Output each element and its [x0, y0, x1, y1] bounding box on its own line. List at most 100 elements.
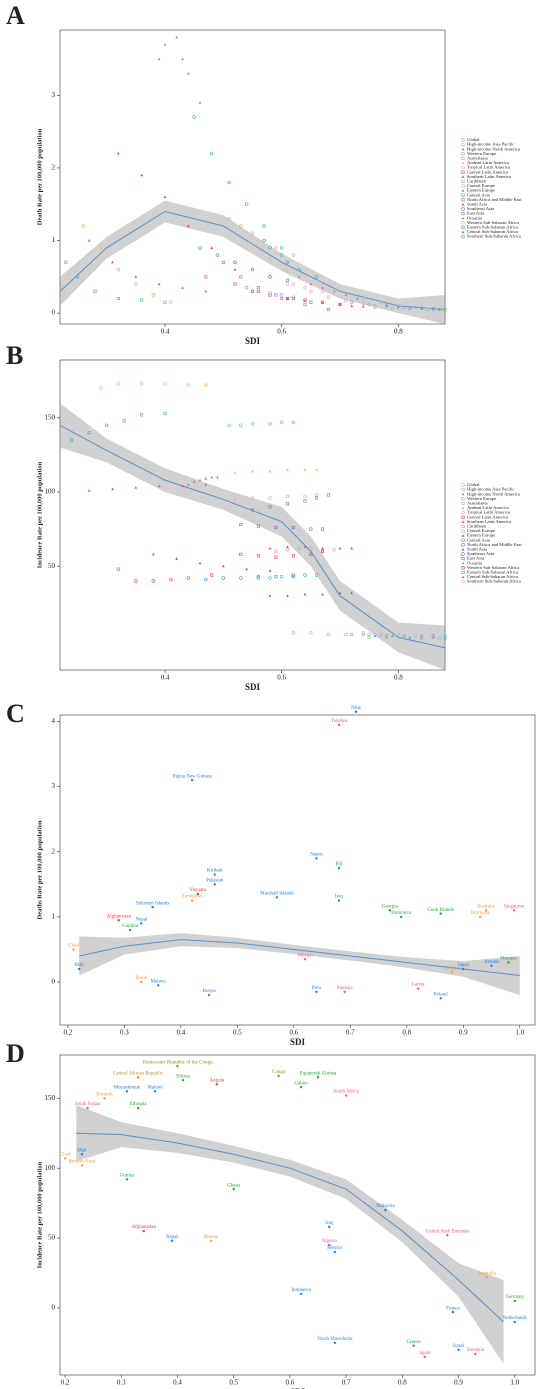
point — [279, 253, 284, 257]
legend-label: East Asia — [467, 211, 484, 216]
legend-label: Western Sub-Saharan Africa — [467, 565, 519, 570]
y-tick-label: 50 — [48, 562, 56, 570]
point — [320, 289, 325, 294]
point-label: Ireland — [484, 960, 499, 965]
point — [192, 115, 196, 119]
point-label: Papua New Guinea — [173, 774, 212, 779]
point — [80, 1153, 84, 1156]
point — [315, 857, 318, 860]
legend-key — [461, 543, 465, 547]
point — [103, 1097, 106, 1100]
legend-label: Eastern Sub-Saharan Africa — [467, 224, 518, 229]
legend-key — [461, 202, 465, 206]
point-label: Japan — [458, 963, 470, 968]
x-tick-label: 0.6 — [289, 1029, 298, 1037]
point — [350, 591, 354, 594]
point-label: United Arab Emirates — [426, 1229, 470, 1234]
point-label: Gambia — [122, 924, 139, 929]
y-tick-label: 150 — [45, 1094, 56, 1102]
point — [326, 632, 330, 636]
legend-key — [461, 497, 465, 501]
point — [204, 577, 208, 582]
point — [321, 286, 324, 289]
point — [262, 224, 266, 228]
point — [320, 549, 324, 553]
point-label: Indonesia — [291, 1288, 311, 1293]
point — [274, 549, 278, 554]
legend-key — [461, 175, 465, 178]
point — [439, 912, 442, 915]
point — [332, 548, 336, 552]
point — [256, 286, 260, 290]
point — [338, 286, 342, 289]
point-label: Equatorial Guinea — [300, 1071, 337, 1076]
point — [423, 1355, 427, 1359]
point — [125, 1178, 129, 1181]
legend-key — [461, 152, 465, 156]
confidence-band — [79, 933, 520, 996]
point — [99, 386, 103, 390]
point — [140, 980, 143, 984]
point — [343, 990, 346, 993]
point — [122, 419, 126, 423]
y-tick-label: 0 — [52, 978, 56, 986]
point — [402, 635, 406, 639]
x-axis-title: SDI — [245, 682, 261, 692]
point-label: Burundi — [96, 1092, 113, 1097]
panel-label: D — [6, 1039, 25, 1068]
point-label: Marshall Islands — [260, 891, 293, 896]
point — [216, 475, 219, 479]
point — [326, 307, 330, 311]
point — [299, 1085, 303, 1089]
legend-label: High-income North America — [467, 491, 520, 496]
point — [320, 527, 324, 531]
point-label: Nepal — [135, 918, 148, 923]
point — [209, 151, 214, 156]
point — [64, 260, 68, 264]
y-tick-label: 150 — [45, 413, 56, 421]
y-axis-title: Incidence Rate per 100,000 population — [36, 461, 43, 568]
point — [215, 1083, 219, 1086]
point — [169, 300, 173, 304]
point-label: Australia — [477, 905, 496, 910]
point — [116, 267, 121, 272]
legend-label: North Africa and Middle East — [467, 542, 522, 547]
point — [285, 278, 290, 283]
legend-label: Southeast Asia — [467, 206, 494, 211]
point — [396, 632, 400, 636]
point — [274, 526, 278, 530]
y-tick-label: 3 — [52, 91, 56, 99]
point — [153, 1090, 157, 1093]
legend-key — [461, 501, 465, 505]
point — [285, 282, 290, 286]
point — [221, 260, 225, 264]
point-label: Chad — [60, 1153, 71, 1158]
point — [326, 295, 330, 299]
point — [350, 304, 354, 307]
point — [285, 502, 289, 506]
point — [232, 1187, 235, 1191]
x-axis-title: SDI — [290, 1387, 306, 1389]
point-label: Cook Islands — [428, 908, 454, 913]
point — [136, 1106, 140, 1110]
panel-label: A — [6, 1, 25, 30]
point — [373, 304, 377, 308]
point — [116, 297, 120, 301]
point — [134, 282, 138, 286]
point — [439, 997, 442, 1000]
point — [134, 275, 138, 278]
point-label: Australia — [477, 1271, 496, 1276]
point-label: Germany — [505, 1295, 524, 1300]
point — [408, 307, 412, 311]
point — [309, 289, 313, 293]
point — [344, 1094, 348, 1097]
point — [239, 423, 243, 427]
point — [186, 224, 190, 228]
point — [151, 905, 154, 909]
legend-key — [461, 561, 465, 565]
point — [315, 496, 319, 500]
point — [437, 307, 441, 311]
point — [213, 883, 216, 886]
legend-label: Global — [467, 482, 480, 487]
legend-label: Central Europe — [467, 183, 495, 188]
